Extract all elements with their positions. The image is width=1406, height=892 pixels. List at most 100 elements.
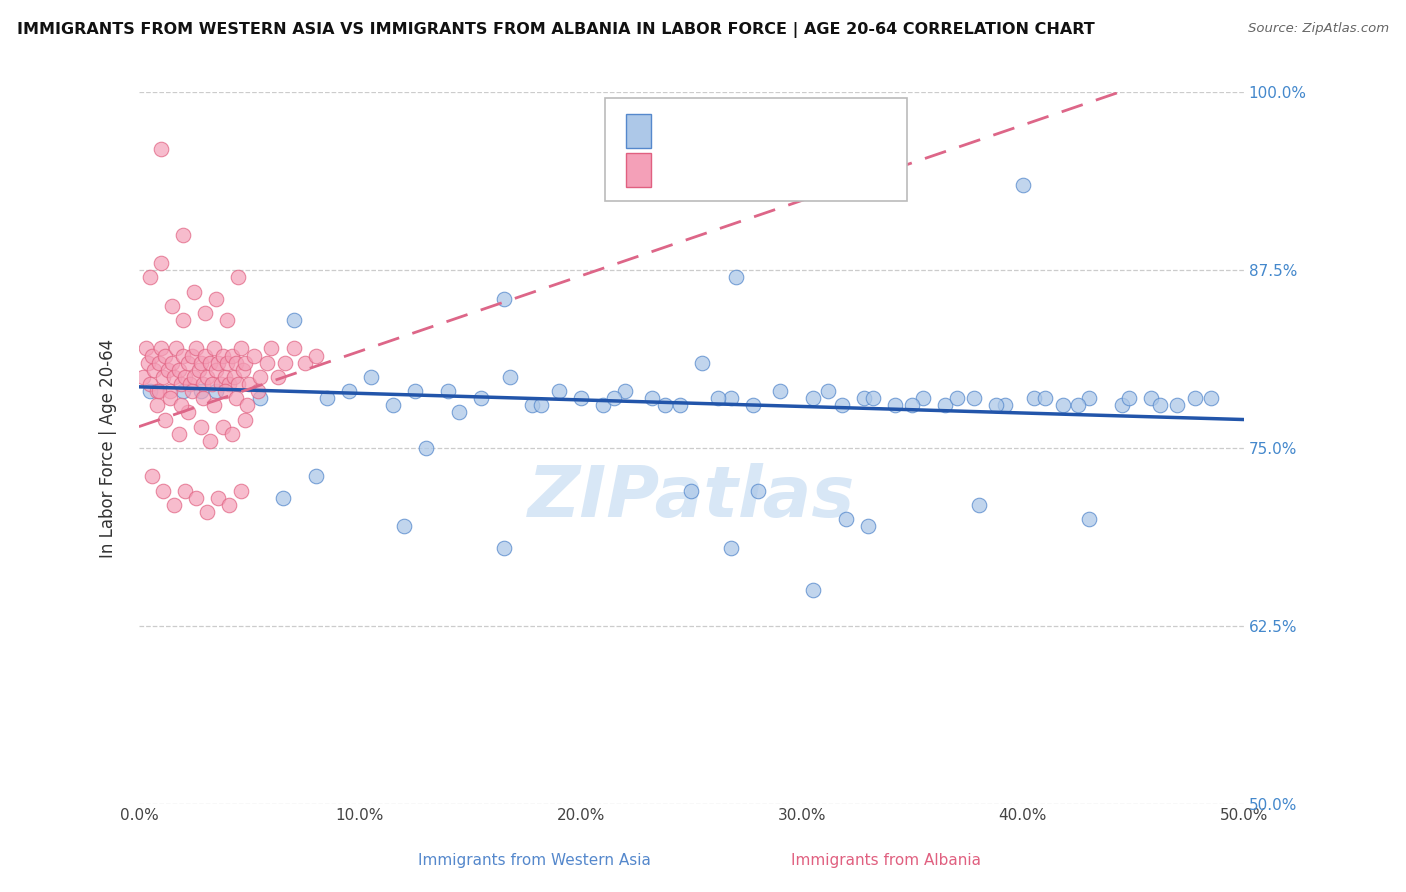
Point [720, 391, 742, 405]
Text: IMMIGRANTS FROM WESTERN ASIA VS IMMIGRANTS FROM ALBANIA IN LABOR FORCE | AGE 20-: IMMIGRANTS FROM WESTERN ASIA VS IMMIGRAN… [17, 22, 1095, 38]
Point [1166, 398, 1188, 412]
Point [209, 376, 232, 391]
Point [692, 356, 714, 370]
Point [221, 349, 243, 363]
Point [862, 391, 884, 405]
Point [201, 376, 224, 391]
Point [139, 270, 162, 285]
Point [547, 384, 569, 398]
Point [214, 384, 236, 398]
Point [283, 342, 305, 356]
Point [569, 391, 592, 405]
Point [945, 391, 967, 405]
Text: N = 59: N = 59 [792, 123, 846, 138]
Point [831, 398, 853, 412]
Text: R =: R = [659, 162, 696, 178]
Point [1078, 512, 1101, 526]
Point [499, 369, 522, 384]
Text: 0.103: 0.103 [710, 162, 765, 178]
Point [141, 469, 163, 483]
Point [852, 391, 875, 405]
Point [155, 349, 177, 363]
Point [212, 419, 235, 434]
Point [742, 398, 765, 412]
Point [172, 384, 194, 398]
Point [149, 256, 172, 270]
Point [640, 391, 662, 405]
Point [522, 398, 544, 412]
Point [592, 398, 614, 412]
Point [707, 391, 730, 405]
Point [191, 391, 214, 405]
Point [720, 541, 742, 555]
Point [1078, 391, 1101, 405]
Point [305, 349, 328, 363]
Point [202, 398, 225, 412]
Point [221, 426, 243, 441]
Point [136, 356, 159, 370]
Point [167, 363, 190, 377]
Point [986, 398, 1008, 412]
Point [183, 369, 205, 384]
Point [392, 519, 415, 533]
Point [747, 483, 769, 498]
Point [470, 391, 492, 405]
Point [172, 227, 194, 242]
Y-axis label: In Labor Force | Age 20-64: In Labor Force | Age 20-64 [100, 338, 117, 558]
Point [233, 412, 256, 426]
Point [294, 356, 316, 370]
Point [315, 391, 337, 405]
Point [934, 398, 956, 412]
Point [994, 398, 1017, 412]
Point [183, 285, 205, 299]
Point [217, 313, 239, 327]
Point [190, 356, 212, 370]
Point [228, 270, 250, 285]
Point [382, 398, 405, 412]
Point [205, 363, 228, 377]
Text: Immigrants from Western Asia: Immigrants from Western Asia [418, 854, 651, 868]
Point [247, 384, 270, 398]
Point [883, 398, 905, 412]
Point [274, 356, 297, 370]
Point [267, 369, 290, 384]
Point [835, 512, 858, 526]
Point [222, 369, 245, 384]
Point [305, 469, 328, 483]
Point [143, 363, 166, 377]
Point [198, 434, 221, 448]
Point [212, 349, 235, 363]
Point [198, 356, 221, 370]
Point [214, 369, 236, 384]
Point [163, 369, 186, 384]
Point [801, 391, 824, 405]
Point [404, 384, 426, 398]
Point [256, 356, 278, 370]
Text: Immigrants from Albania: Immigrants from Albania [790, 854, 981, 868]
Text: N = 97: N = 97 [792, 162, 846, 178]
Point [197, 369, 219, 384]
Point [176, 356, 198, 370]
Point [229, 342, 252, 356]
Point [166, 342, 188, 356]
Point [174, 483, 197, 498]
Point [179, 376, 201, 391]
Point [145, 384, 167, 398]
Text: ZIPatlas: ZIPatlas [527, 463, 855, 533]
Point [207, 491, 229, 505]
Point [492, 541, 515, 555]
Point [856, 519, 879, 533]
Point [160, 299, 183, 313]
Point [172, 313, 194, 327]
Text: Source: ZipAtlas.com: Source: ZipAtlas.com [1249, 22, 1389, 36]
Point [218, 498, 240, 512]
Point [218, 376, 240, 391]
Point [530, 398, 553, 412]
Point [229, 483, 252, 498]
Point [176, 405, 198, 419]
Point [149, 142, 172, 156]
Point [148, 356, 170, 370]
Point [217, 356, 239, 370]
Point [681, 483, 703, 498]
Point [283, 313, 305, 327]
